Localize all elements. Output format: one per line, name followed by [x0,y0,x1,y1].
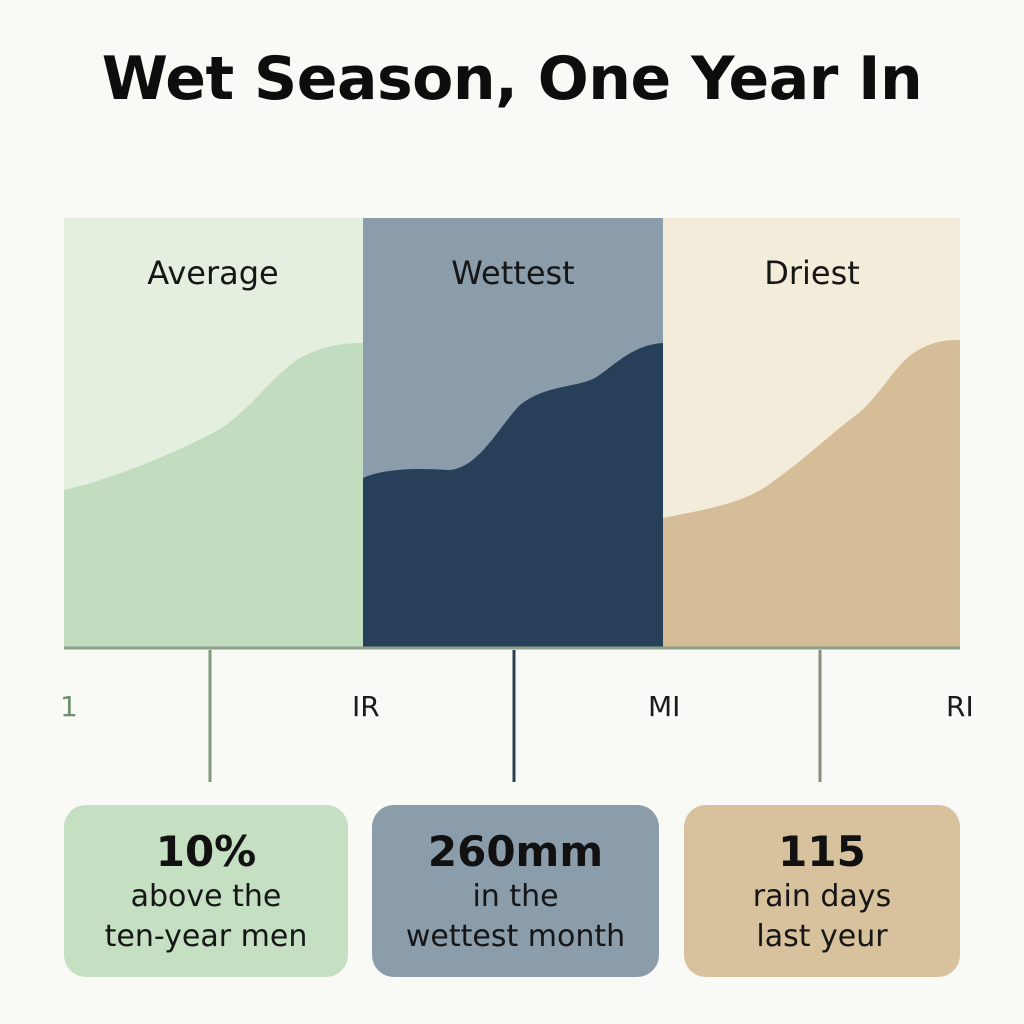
stat-card-wettest: 260mm in the wettest month [372,805,659,977]
panel-average-area [64,343,363,648]
panel-wettest-label: Wettest [451,254,574,292]
panel-driest-area [663,340,960,648]
panel-average-label: Average [147,254,278,292]
stat-description: rain days last yeur [752,879,892,954]
stat-value: 10% [155,827,257,876]
panel-wettest-area [363,343,663,648]
stat-description: above the ten-year men [104,879,308,954]
stat-card-average: 10% above the ten-year men [64,805,348,977]
page-title: Wet Season, One Year In [101,44,923,114]
axis-tick-label: RI [946,690,974,723]
stat-value: 260mm [427,827,604,876]
axis-tick-label: MI [648,690,681,723]
panel-driest-label: Driest [764,254,860,292]
stat-value: 115 [778,827,866,876]
rainfall-panels-chart: Average Wettest Driest [64,218,960,782]
axis-tick-label: IR [352,690,380,723]
axis-tick-label: 1 [60,690,78,723]
stat-card-driest: 115 rain days last yeur [684,805,960,977]
stat-description: in the wettest month [405,879,626,954]
